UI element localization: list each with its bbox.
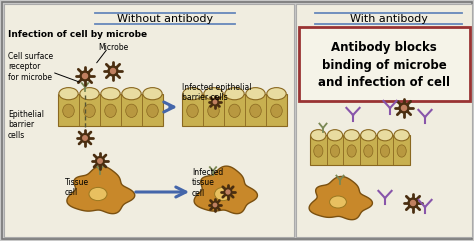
Ellipse shape <box>183 88 202 100</box>
Ellipse shape <box>143 88 162 100</box>
Text: Antibody blocks
binding of microbe
and infection of cell: Antibody blocks binding of microbe and i… <box>318 41 450 88</box>
Ellipse shape <box>225 88 244 100</box>
Circle shape <box>80 71 90 81</box>
Circle shape <box>81 134 90 142</box>
Polygon shape <box>194 166 257 214</box>
Ellipse shape <box>267 88 286 100</box>
Bar <box>310 135 410 165</box>
Ellipse shape <box>330 145 339 157</box>
Ellipse shape <box>63 104 74 117</box>
Circle shape <box>213 100 217 104</box>
Ellipse shape <box>122 88 141 100</box>
Ellipse shape <box>126 104 137 117</box>
Ellipse shape <box>89 187 107 201</box>
Circle shape <box>224 188 232 196</box>
Ellipse shape <box>80 88 99 100</box>
Ellipse shape <box>328 130 343 141</box>
Ellipse shape <box>105 104 116 117</box>
Circle shape <box>98 159 102 163</box>
Ellipse shape <box>229 104 240 117</box>
Circle shape <box>83 136 87 140</box>
Ellipse shape <box>381 145 390 157</box>
Text: Infected
tissue
cell: Infected tissue cell <box>192 168 223 198</box>
Ellipse shape <box>364 145 373 157</box>
Text: With antibody: With antibody <box>349 14 428 24</box>
Text: Tissue
cell: Tissue cell <box>65 178 89 197</box>
Ellipse shape <box>397 145 406 157</box>
Text: Without antibody: Without antibody <box>117 14 213 24</box>
Bar <box>182 94 287 126</box>
Ellipse shape <box>250 104 261 117</box>
Ellipse shape <box>271 104 283 117</box>
Circle shape <box>408 198 418 208</box>
Ellipse shape <box>310 130 326 141</box>
Circle shape <box>82 74 88 79</box>
Bar <box>296 4 472 237</box>
Text: Infection of cell by microbe: Infection of cell by microbe <box>8 30 147 39</box>
Polygon shape <box>67 166 135 214</box>
Ellipse shape <box>187 104 198 117</box>
Ellipse shape <box>59 88 78 100</box>
Ellipse shape <box>215 187 231 201</box>
Polygon shape <box>309 176 373 220</box>
Text: Microbe: Microbe <box>98 43 128 52</box>
Ellipse shape <box>147 104 158 117</box>
Text: Epithelial
barrier
cells: Epithelial barrier cells <box>8 110 44 140</box>
Bar <box>58 94 163 126</box>
Circle shape <box>213 203 217 207</box>
Circle shape <box>410 201 416 206</box>
Ellipse shape <box>84 104 95 117</box>
Ellipse shape <box>377 130 392 141</box>
Circle shape <box>108 66 118 76</box>
Ellipse shape <box>246 88 265 100</box>
Ellipse shape <box>314 145 323 157</box>
Text: Cell surface
receptor
for microbe: Cell surface receptor for microbe <box>8 52 53 82</box>
Ellipse shape <box>347 145 356 157</box>
Circle shape <box>110 68 116 74</box>
Bar <box>4 4 294 237</box>
Ellipse shape <box>329 196 346 208</box>
Ellipse shape <box>101 88 120 100</box>
Ellipse shape <box>361 130 376 141</box>
Circle shape <box>401 106 407 111</box>
FancyBboxPatch shape <box>299 27 470 101</box>
Ellipse shape <box>344 130 359 141</box>
Text: Infected epithelial
barrier cells: Infected epithelial barrier cells <box>182 83 252 102</box>
Circle shape <box>96 157 104 165</box>
Circle shape <box>399 103 409 113</box>
Ellipse shape <box>204 88 223 100</box>
Circle shape <box>212 202 219 208</box>
Ellipse shape <box>394 130 410 141</box>
Circle shape <box>226 190 230 194</box>
Ellipse shape <box>208 104 219 117</box>
Circle shape <box>212 99 219 105</box>
